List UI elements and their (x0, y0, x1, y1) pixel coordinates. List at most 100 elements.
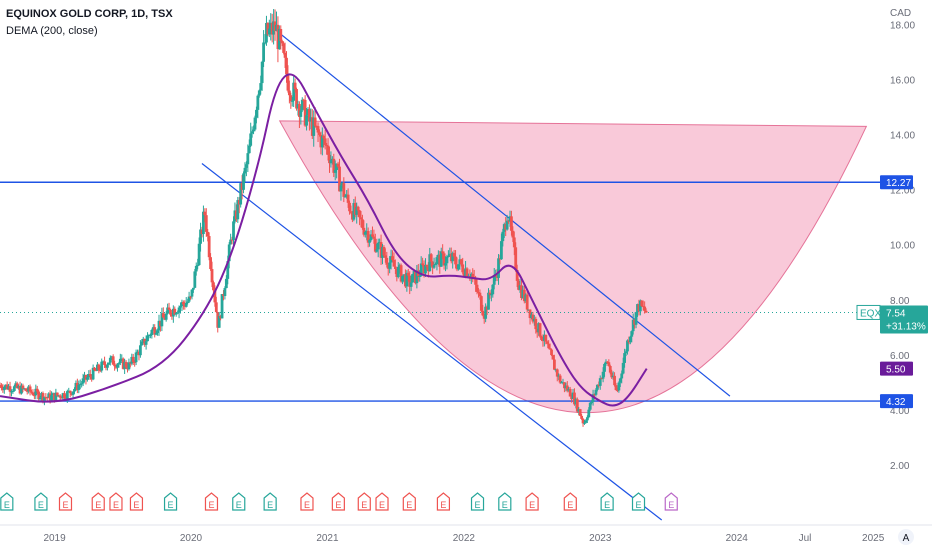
earnings-marker[interactable]: E (563, 492, 577, 511)
candle-body (487, 292, 490, 310)
candle-body (637, 304, 641, 312)
auto-scale-label: A (903, 533, 910, 544)
earnings-marker[interactable]: E (402, 492, 416, 511)
y-tick-label: 4.00 (890, 406, 910, 417)
earnings-marker-label: E (168, 500, 174, 510)
candle-body (31, 392, 35, 396)
earnings-marker-label: E (335, 500, 341, 510)
candle-body (90, 376, 94, 380)
candle-body (538, 323, 542, 337)
candle-body (340, 183, 344, 186)
y-tick-label: 2.00 (890, 461, 910, 472)
candle-body (34, 388, 38, 396)
candle-body (246, 153, 250, 165)
candle-body (308, 109, 311, 122)
candle-body (389, 256, 393, 263)
candle-body (593, 394, 596, 396)
candle-body (512, 237, 516, 248)
candle-body (505, 220, 509, 230)
candle-body (382, 246, 386, 256)
candle-body (35, 388, 39, 392)
earnings-marker[interactable]: E (631, 492, 646, 511)
earnings-marker[interactable]: E (375, 492, 389, 511)
earnings-marker[interactable]: E (600, 492, 614, 511)
trend-line-lower-channel (201, 163, 663, 521)
earnings-marker-shape (204, 492, 219, 511)
candle-body (146, 335, 149, 342)
chart-title[interactable]: EQUINOX GOLD CORP, 1D, TSX (6, 8, 173, 20)
candle-body (14, 383, 18, 387)
candle-body (97, 364, 101, 370)
candle-body (110, 356, 114, 358)
dema-badge (880, 361, 913, 376)
candle-body (385, 257, 389, 265)
earnings-marker[interactable]: E (357, 492, 371, 511)
candle-body (167, 307, 171, 310)
candle-body (339, 185, 343, 192)
candle-body (419, 263, 423, 277)
earnings-marker[interactable]: E (300, 492, 314, 511)
candle-body (335, 163, 339, 170)
earnings-marker[interactable]: E (232, 492, 246, 511)
earnings-marker-shape (0, 492, 14, 511)
level-badge-support (880, 394, 913, 409)
candle-body (376, 242, 380, 250)
indicator-label[interactable]: DEMA (200, close) (6, 25, 98, 37)
earnings-marker[interactable]: E (664, 492, 678, 511)
y-tick-label: 18.00 (890, 21, 915, 32)
candle-body (442, 253, 446, 266)
candle-body (521, 289, 525, 298)
candle-body (568, 388, 572, 397)
earnings-marker[interactable]: E (331, 492, 345, 511)
ticker-label: EQX (860, 308, 881, 319)
candle-body (575, 399, 579, 412)
y-tick-label: 14.00 (890, 131, 915, 142)
earnings-marker[interactable]: E (109, 492, 123, 511)
candle-body (58, 395, 62, 398)
y-tick-label: 8.00 (890, 296, 910, 307)
candle-body (396, 266, 400, 277)
candle-body (170, 314, 174, 317)
candle-body (504, 224, 508, 230)
candle-body (117, 363, 121, 365)
earnings-marker[interactable]: E (204, 492, 219, 511)
candle-body (64, 398, 68, 400)
earnings-marker[interactable]: E (525, 492, 539, 511)
earnings-marker[interactable]: E (498, 492, 512, 511)
earnings-marker[interactable]: E (34, 492, 48, 511)
earnings-marker[interactable]: E (58, 492, 73, 511)
auto-scale-button[interactable]: A (898, 529, 914, 545)
earnings-marker-label: E (529, 500, 535, 510)
earnings-marker[interactable]: E (263, 492, 277, 511)
candle-body (465, 268, 469, 277)
candle-body (441, 251, 445, 254)
candle-body (574, 399, 578, 405)
candle-body (127, 362, 131, 370)
candle-body (481, 310, 485, 316)
candle-body (255, 109, 258, 118)
candle-body (424, 265, 427, 274)
earnings-marker[interactable]: E (91, 492, 105, 511)
earnings-marker[interactable]: E (0, 492, 14, 511)
candle-body (166, 307, 170, 314)
earnings-marker[interactable]: E (163, 492, 178, 511)
candle-body (601, 371, 605, 379)
candle-body (342, 183, 346, 197)
candle-body (409, 282, 413, 287)
earnings-marker[interactable]: E (129, 492, 144, 511)
x-tick-label: Jul (799, 533, 812, 544)
candle-body (7, 386, 10, 390)
candle-body (77, 384, 81, 390)
candle-body (351, 212, 354, 220)
candle-body (565, 385, 569, 391)
earnings-marker-shape (498, 492, 512, 511)
earnings-marker[interactable]: E (436, 492, 451, 511)
candle-body (220, 294, 224, 319)
candle-body (68, 390, 72, 394)
earnings-marker[interactable]: E (470, 492, 485, 511)
candle-body (624, 351, 628, 354)
earnings-marker-label: E (38, 500, 44, 510)
candle-body (234, 210, 238, 220)
candle-body (240, 183, 244, 190)
